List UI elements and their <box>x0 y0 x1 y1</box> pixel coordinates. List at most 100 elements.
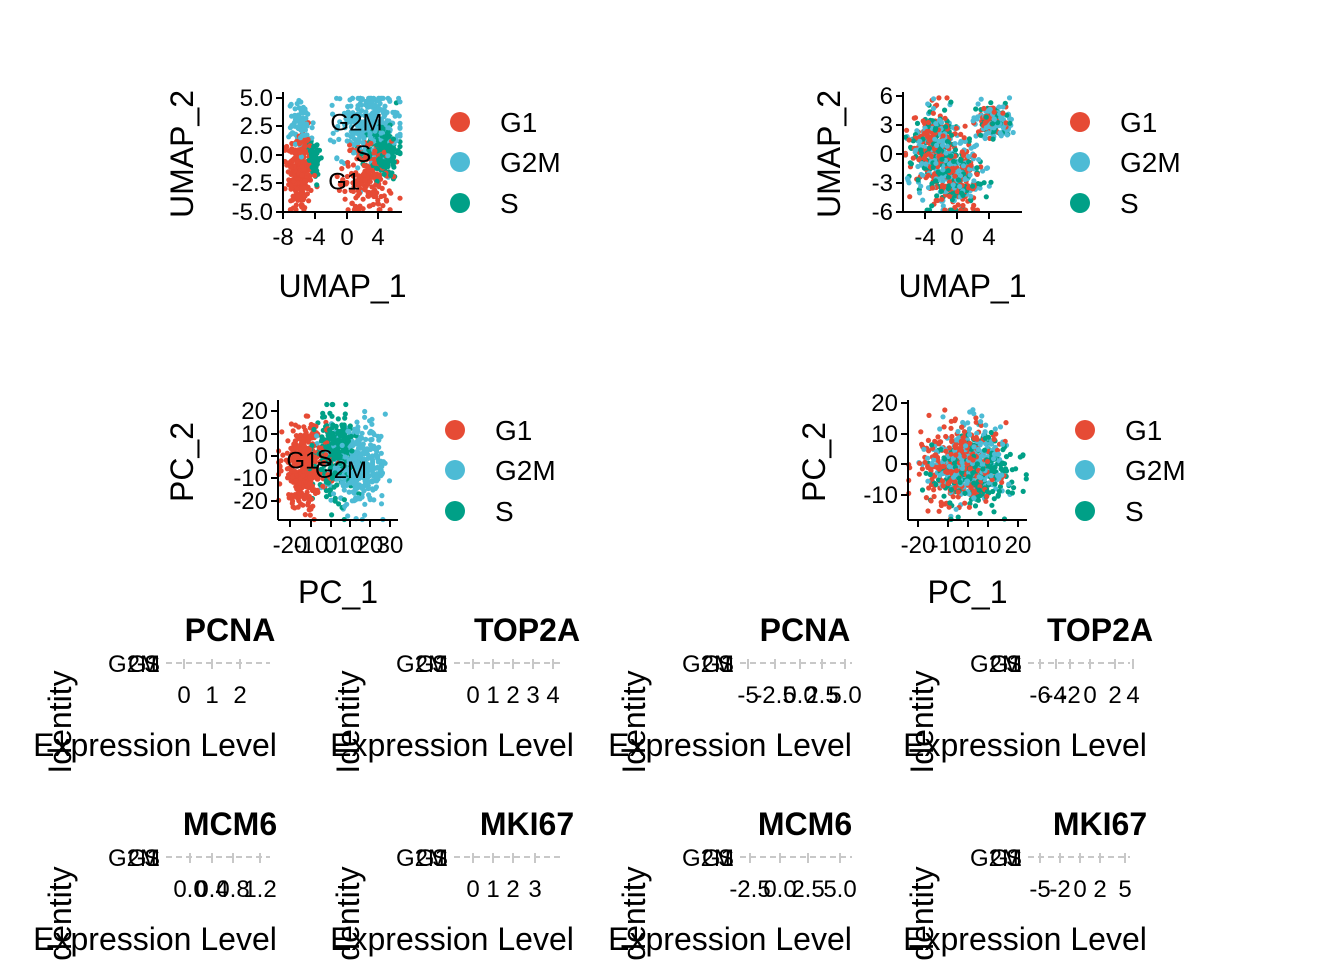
point-g1 <box>380 203 386 209</box>
point-g2m <box>970 118 976 124</box>
point-g2m <box>366 125 372 131</box>
point-s <box>323 444 329 450</box>
y-axis-title: UMAP_2 <box>164 90 200 218</box>
point-g1 <box>302 453 308 459</box>
legend-label-s: S <box>1125 496 1144 527</box>
point-s <box>981 180 987 186</box>
point-g2m <box>298 154 304 160</box>
point-s <box>329 413 335 419</box>
point-g1 <box>955 202 961 208</box>
point-g1 <box>362 187 368 193</box>
point-g2m <box>967 172 973 178</box>
point-g2m <box>369 456 375 462</box>
point-g1 <box>946 504 952 510</box>
point-s <box>959 190 965 196</box>
point-g1 <box>362 177 368 184</box>
x-axis-title: Expression Level <box>33 727 277 763</box>
x-tick-label: -5 <box>737 682 758 709</box>
point-g2m <box>989 441 995 447</box>
point-g2m <box>1010 129 1016 136</box>
point-g1 <box>345 207 351 213</box>
y-category-label: S <box>1006 845 1022 872</box>
point-s <box>996 488 1003 494</box>
point-g1 <box>298 185 304 192</box>
point-s <box>349 448 355 454</box>
point-g1 <box>973 415 979 421</box>
point-s <box>342 415 348 421</box>
point-g1 <box>989 477 995 483</box>
point-g1 <box>991 109 997 115</box>
point-g1 <box>292 422 299 428</box>
point-g2m <box>374 112 380 118</box>
x-tick-label: 10 <box>975 532 1002 559</box>
point-s <box>973 106 979 112</box>
point-g2m <box>329 102 335 108</box>
point-s <box>374 132 380 138</box>
legend-swatch-g2m <box>1070 152 1090 172</box>
point-g1 <box>967 455 973 461</box>
legend-swatch-g2m <box>1075 460 1095 480</box>
point-g2m <box>351 136 357 142</box>
point-g2m <box>359 96 365 102</box>
point-s <box>980 466 986 472</box>
point-g1 <box>952 173 958 179</box>
point-g1 <box>350 162 356 168</box>
point-g2m <box>343 120 349 126</box>
point-g1 <box>931 487 937 493</box>
cluster-label: G1 <box>286 448 318 475</box>
point-g2m <box>382 103 388 109</box>
point-g1 <box>925 464 931 471</box>
point-g1 <box>310 453 316 459</box>
x-tick-label: 1.2 <box>243 876 276 903</box>
point-g1 <box>973 434 979 441</box>
y-tick-label: 3 <box>880 112 893 139</box>
y-tick-label: -6 <box>872 199 893 226</box>
point-g2m <box>347 97 353 103</box>
cluster-label: G2M <box>315 457 367 484</box>
point-s <box>381 140 387 146</box>
point-g2m <box>359 430 365 436</box>
point-g2m <box>964 480 970 486</box>
point-g2m <box>966 426 973 432</box>
point-g1 <box>288 421 294 427</box>
point-g2m <box>354 419 360 425</box>
point-g2m <box>967 166 973 172</box>
point-g2m <box>371 497 377 503</box>
point-g1 <box>295 504 301 510</box>
point-s <box>320 410 326 416</box>
point-g2m <box>296 114 302 120</box>
y-category-label: S <box>432 651 448 678</box>
point-g2m <box>286 134 292 140</box>
legend-label-s: S <box>495 496 514 527</box>
point-g2m <box>996 475 1002 481</box>
point-g1 <box>298 202 304 208</box>
point-g1 <box>926 412 932 418</box>
point-g1 <box>303 457 309 463</box>
point-g1 <box>952 444 958 451</box>
x-tick-label: 3 <box>526 682 539 709</box>
point-g2m <box>351 475 357 481</box>
point-g2m <box>386 125 392 131</box>
point-s <box>958 157 964 164</box>
point-g2m <box>917 138 923 144</box>
point-s <box>921 165 928 171</box>
y-tick-label: 10 <box>871 421 898 448</box>
point-g2m <box>368 135 374 141</box>
x-axis-title: UMAP_1 <box>278 268 406 304</box>
point-g2m <box>379 470 386 476</box>
point-g1 <box>923 495 930 501</box>
point-g1 <box>953 468 960 474</box>
point-s <box>381 171 387 177</box>
point-s <box>376 157 382 163</box>
point-g1 <box>936 95 942 101</box>
y-axis-title: Identity <box>42 866 78 960</box>
point-s <box>972 503 979 509</box>
point-g1 <box>290 157 297 163</box>
y-category-label: G2M <box>108 651 160 678</box>
point-g2m <box>363 436 369 442</box>
point-g1 <box>286 177 292 183</box>
x-tick-label: 0.0 <box>783 682 816 709</box>
point-g2m <box>362 501 368 507</box>
point-g1 <box>309 431 315 437</box>
